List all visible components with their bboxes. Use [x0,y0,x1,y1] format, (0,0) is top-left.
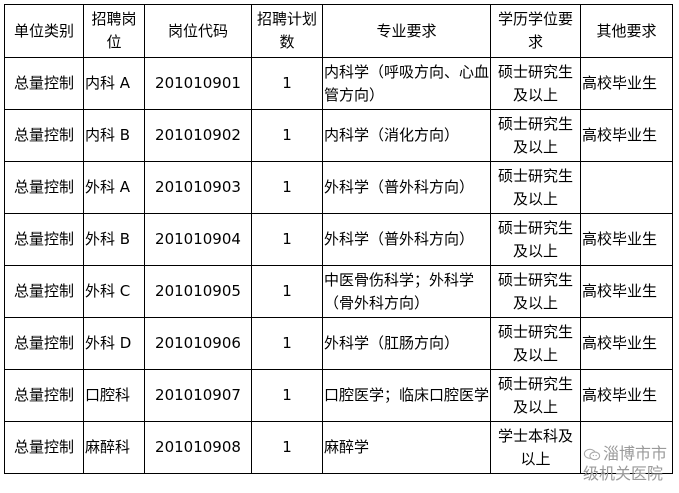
header-post: 招聘岗位 [83,4,145,58]
cell-other: 高校毕业生 [580,109,673,162]
cell-count: 1 [251,265,323,318]
cell-other: 高校毕业生 [580,317,673,370]
cell-code: 201010903 [144,161,252,214]
header-unit: 单位类别 [4,4,84,58]
table-row: 总量控制 外科 D 201010906 1 外科学（肛肠方向） 硕士研究生及以上 高校毕业生 [4,317,673,370]
cell-post: 外科 C [83,265,145,318]
table-row: 总量控制 口腔科 201010907 1 口腔医学；临床口腔医学 硕士研究生及以上 高校毕业… [4,369,673,422]
cell-major: 内科学（消化方向） [322,109,491,162]
table-row: 总量控制 外科 A 201010903 1 外科学（普外科方向） 硕士研究生及以上 [4,161,673,214]
cell-major: 外科学（普外科方向） [322,161,491,214]
cell-degree: 硕士研究生及以上 [490,369,581,422]
cell-code: 201010907 [144,369,252,422]
cell-post: 麻醉科 [83,421,145,474]
table-row: 总量控制 麻醉科 201010908 1 麻醉学 学士本科及以上 [4,421,673,474]
recruitment-table: 单位类别 招聘岗位 岗位代码 招聘计划数 专业要求 学历学位要求 其他要求 总量… [4,4,673,474]
cell-degree: 硕士研究生及以上 [490,57,581,110]
cell-count: 1 [251,421,323,474]
cell-unit: 总量控制 [4,317,84,370]
cell-unit: 总量控制 [4,57,84,110]
cell-code: 201010904 [144,213,252,266]
cell-major: 内科学（呼吸方向、心血管方向） [322,57,491,110]
cell-unit: 总量控制 [4,421,84,474]
table-row: 总量控制 内科 B 201010902 1 内科学（消化方向） 硕士研究生及以上 高校毕业生 [4,109,673,162]
cell-major: 中医骨伤科学；外科学（骨外科方向） [322,265,491,318]
cell-degree: 硕士研究生及以上 [490,161,581,214]
header-row: 单位类别 招聘岗位 岗位代码 招聘计划数 专业要求 学历学位要求 其他要求 [4,4,673,58]
cell-post: 外科 D [83,317,145,370]
cell-degree: 硕士研究生及以上 [490,317,581,370]
wechat-icon [583,448,601,461]
cell-count: 1 [251,213,323,266]
cell-other [580,161,673,214]
cell-unit: 总量控制 [4,369,84,422]
cell-degree: 硕士研究生及以上 [490,213,581,266]
header-other: 其他要求 [580,4,673,58]
cell-code: 201010908 [144,421,252,474]
cell-code: 201010902 [144,109,252,162]
cell-major: 口腔医学；临床口腔医学 [322,369,491,422]
cell-post: 外科 A [83,161,145,214]
header-major: 专业要求 [322,4,491,58]
cell-unit: 总量控制 [4,161,84,214]
cell-unit: 总量控制 [4,265,84,318]
cell-count: 1 [251,57,323,110]
cell-count: 1 [251,161,323,214]
cell-count: 1 [251,369,323,422]
cell-other: 高校毕业生 [580,369,673,422]
cell-major: 外科学（肛肠方向） [322,317,491,370]
cell-post: 口腔科 [83,369,145,422]
cell-unit: 总量控制 [4,109,84,162]
header-degree: 学历学位要求 [490,4,581,58]
cell-other: 高校毕业生 [580,57,673,110]
cell-code: 201010905 [144,265,252,318]
cell-degree: 硕士研究生及以上 [490,265,581,318]
watermark: 淄博市市级机关医院 [583,444,671,484]
cell-post: 内科 A [83,57,145,110]
table-row: 总量控制 外科 C 201010905 1 中医骨伤科学；外科学（骨外科方向） 硕士研究生… [4,265,673,318]
cell-post: 内科 B [83,109,145,162]
cell-degree: 学士本科及以上 [490,421,581,474]
cell-count: 1 [251,109,323,162]
table-row: 总量控制 内科 A 201010901 1 内科学（呼吸方向、心血管方向） 硕士研究生及以… [4,57,673,110]
cell-other [580,421,673,474]
header-code: 岗位代码 [144,4,252,58]
header-count: 招聘计划数 [251,4,323,58]
cell-post: 外科 B [83,213,145,266]
cell-major: 麻醉学 [322,421,491,474]
cell-code: 201010901 [144,57,252,110]
table-row: 总量控制 外科 B 201010904 1 外科学（普外科方向） 硕士研究生及以上 高校毕业… [4,213,673,266]
cell-degree: 硕士研究生及以上 [490,109,581,162]
cell-unit: 总量控制 [4,213,84,266]
cell-other: 高校毕业生 [580,213,673,266]
cell-code: 201010906 [144,317,252,370]
cell-major: 外科学（普外科方向） [322,213,491,266]
cell-other: 高校毕业生 [580,265,673,318]
watermark-text: 淄博市市级机关医院 [583,444,668,483]
cell-count: 1 [251,317,323,370]
